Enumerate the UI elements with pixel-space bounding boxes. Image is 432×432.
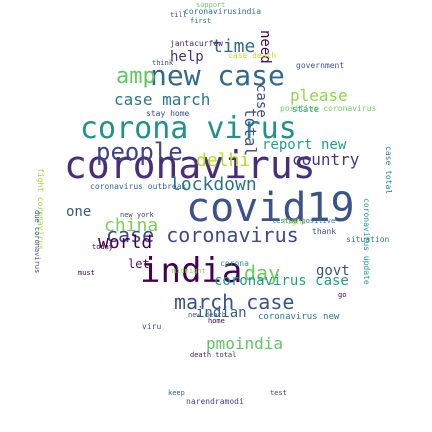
word: corona xyxy=(220,259,249,268)
word: people xyxy=(96,138,183,166)
word: country xyxy=(292,150,360,169)
word: let xyxy=(128,257,150,271)
word: pmoindia xyxy=(206,334,284,353)
word: govt xyxy=(316,263,350,279)
word: situation xyxy=(346,235,390,244)
word: coronavirusindia xyxy=(184,7,262,16)
word: new death xyxy=(188,311,226,319)
word: lockdown xyxy=(170,174,257,195)
word: midnight xyxy=(172,267,206,275)
word: today xyxy=(92,243,114,251)
word: china xyxy=(104,215,159,236)
word: case death xyxy=(228,51,277,60)
word: death total xyxy=(190,351,237,359)
word: coronavirus xyxy=(64,143,316,187)
word: one xyxy=(66,204,92,220)
word: coronavirus new xyxy=(258,312,340,322)
word: viru xyxy=(142,322,162,331)
word: must xyxy=(78,269,95,277)
word: keep xyxy=(168,389,185,397)
word: go xyxy=(338,291,347,299)
word: new case xyxy=(150,59,285,92)
word: case coronavirus xyxy=(106,223,299,247)
word: amp xyxy=(116,64,156,89)
word: india xyxy=(140,251,243,291)
word: covid19 xyxy=(186,185,355,231)
word: time xyxy=(212,36,256,57)
word: first xyxy=(190,17,212,25)
word: new york xyxy=(120,211,154,219)
word: case march xyxy=(114,90,211,109)
word: government xyxy=(296,61,345,70)
word: test xyxy=(270,389,287,397)
word: coronavirus case xyxy=(214,273,349,289)
word: narendramodi xyxy=(186,397,244,406)
word: think xyxy=(152,59,174,67)
word: support xyxy=(196,1,226,9)
word: positive coronavirus xyxy=(280,104,377,113)
word: jantacurfew xyxy=(170,39,223,48)
word: delhi xyxy=(196,150,251,171)
word: case xyxy=(253,84,269,118)
word: march case xyxy=(174,290,295,314)
word: please xyxy=(290,86,348,105)
word: case total xyxy=(384,146,393,195)
word: thank xyxy=(312,227,337,236)
word: help xyxy=(170,49,204,65)
word: home xyxy=(208,317,225,325)
word: state xyxy=(292,105,320,115)
word: day xyxy=(244,261,281,285)
word: coronavirus outbreak xyxy=(90,182,187,191)
word: report new xyxy=(262,137,347,153)
word: corona virus xyxy=(80,111,297,146)
word: indian xyxy=(196,305,247,321)
word: world xyxy=(98,232,153,253)
word: stay home xyxy=(146,109,190,118)
word: tested positive xyxy=(272,217,336,225)
word: till xyxy=(170,11,187,19)
word: due coronavirus xyxy=(33,210,41,274)
word: fight xyxy=(282,217,307,226)
